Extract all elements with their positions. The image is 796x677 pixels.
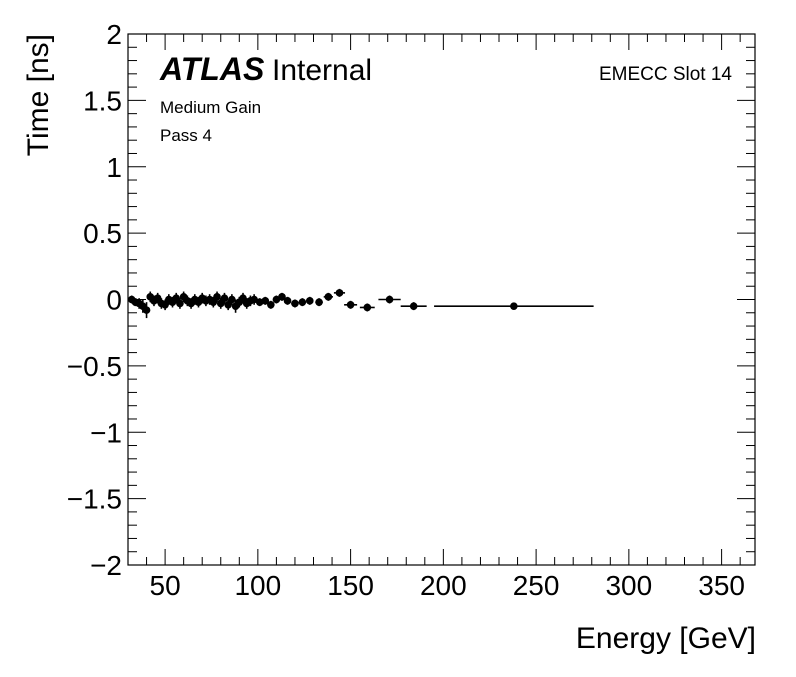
point-marker <box>224 301 232 309</box>
internal-label: Internal <box>272 54 372 87</box>
point-marker <box>278 293 286 301</box>
data-point <box>161 299 169 311</box>
y-axis-label: Time [ns] <box>22 34 55 156</box>
point-marker <box>335 289 344 297</box>
point-marker <box>305 297 314 305</box>
point-marker <box>346 301 355 309</box>
point-marker <box>298 298 307 306</box>
data-points <box>127 288 594 319</box>
point-marker <box>291 299 299 308</box>
y-tick-label: −0.5 <box>67 351 122 382</box>
point-marker <box>172 294 181 302</box>
data-point <box>283 296 292 305</box>
y-tick-label: 1.5 <box>83 85 122 116</box>
data-point <box>298 298 307 307</box>
data-point <box>344 300 358 309</box>
data-point <box>250 294 258 305</box>
point-marker <box>213 293 221 301</box>
data-point <box>153 292 162 304</box>
point-marker <box>228 295 236 304</box>
data-point <box>400 302 427 311</box>
data-point <box>278 292 286 301</box>
data-point <box>359 303 375 312</box>
y-tick-label: −1 <box>90 417 122 448</box>
point-marker <box>315 298 323 306</box>
data-point <box>176 298 184 309</box>
data-point <box>216 298 225 309</box>
point-marker <box>220 294 229 302</box>
point-marker <box>409 302 418 310</box>
point-marker <box>385 295 394 304</box>
y-tick-label: 2 <box>106 19 122 50</box>
x-tick-label: 350 <box>698 570 745 601</box>
data-point <box>224 299 232 311</box>
point-marker <box>142 306 151 314</box>
x-tick-label: 150 <box>327 570 374 601</box>
x-tick-label: 50 <box>150 570 181 601</box>
data-point <box>267 300 275 309</box>
y-tick-label: 1 <box>106 152 122 183</box>
point-marker <box>283 297 292 305</box>
x-tick-label: 300 <box>605 570 652 601</box>
point-marker <box>161 301 169 309</box>
data-point <box>291 299 299 308</box>
data-point <box>142 302 151 319</box>
point-marker <box>261 297 270 305</box>
y-tick-label: 0.5 <box>83 218 122 249</box>
axis-ticks: 50 100 150 200 250 300 350 −2 −1.5 −1 −0.5 0 0.5 1 1.5… <box>67 19 755 601</box>
data-point <box>172 292 181 304</box>
data-point <box>434 302 594 310</box>
data-point <box>213 291 221 303</box>
slot-label: EMECC Slot 14 <box>599 64 732 85</box>
atlas-label: ATLAS <box>159 51 265 87</box>
data-point <box>323 292 333 301</box>
data-point <box>378 295 401 304</box>
x-tick-label: 200 <box>420 570 467 601</box>
data-point <box>261 296 270 305</box>
x-tick-label: 100 <box>234 570 281 601</box>
y-tick-label: −1.5 <box>67 484 122 515</box>
data-point <box>220 292 229 304</box>
gain-label: Medium Gain <box>160 98 261 117</box>
data-point <box>209 296 218 308</box>
data-point <box>305 296 314 305</box>
point-marker <box>153 294 162 302</box>
point-marker <box>324 293 333 301</box>
y-tick-label: 0 <box>106 285 122 316</box>
data-point <box>333 288 346 297</box>
x-tick-label: 250 <box>513 570 560 601</box>
point-marker <box>216 299 225 308</box>
x-axis-label: Energy [GeV] <box>576 622 756 655</box>
point-marker <box>510 302 518 310</box>
y-tick-label: −2 <box>90 550 122 581</box>
point-marker <box>176 299 184 308</box>
point-marker <box>239 294 247 302</box>
data-point <box>228 294 236 305</box>
point-marker <box>209 298 218 306</box>
pass-label: Pass 4 <box>160 126 212 145</box>
point-marker <box>267 301 275 309</box>
data-point <box>315 298 323 307</box>
data-point <box>239 292 247 304</box>
point-marker <box>363 303 372 312</box>
